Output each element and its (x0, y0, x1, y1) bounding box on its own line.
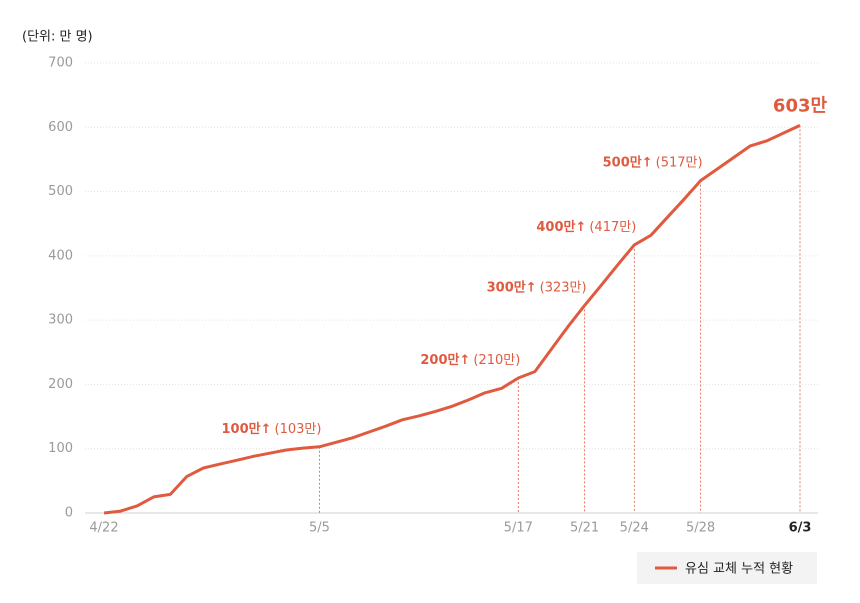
annotation: 200만↑ (210만) (420, 352, 520, 368)
annotation-label: 500만↑ (603, 154, 653, 170)
annotation-label: 300만↑ (487, 279, 537, 295)
annotation: 400만↑ (417만) (536, 218, 636, 234)
x-tick-label: 5/24 (620, 521, 649, 536)
x-tick-label: 5/28 (686, 521, 715, 536)
annotation-label: 100만↑ (222, 420, 272, 436)
annotation: 300만↑ (323만) (487, 279, 587, 295)
annotation: 500만↑ (517만) (603, 154, 703, 170)
value-label: (417만) (589, 219, 636, 234)
y-tick-label: 0 (65, 506, 73, 521)
y-tick-label: 700 (48, 56, 73, 71)
legend-label: 유심 교체 누적 현황 (685, 562, 793, 577)
unit-label: (단위: 만 명) (22, 30, 93, 45)
x-tick-label: 5/5 (309, 521, 330, 536)
y-tick-label: 100 (48, 441, 73, 456)
y-tick-label: 500 (48, 184, 73, 199)
y-tick-label: 200 (48, 377, 73, 392)
x-tick-label: 4/22 (89, 521, 118, 536)
value-label: 603만 (773, 95, 828, 116)
y-tick-label: 300 (48, 313, 73, 328)
x-tick-label: 5/17 (504, 521, 533, 536)
annotation-label: 200만↑ (420, 352, 470, 368)
y-tick-label: 600 (48, 120, 73, 135)
y-tick-label: 400 (48, 248, 73, 263)
line-series (103, 124, 801, 515)
value-label: (323만) (540, 280, 587, 295)
value-label: (517만) (656, 155, 703, 170)
value-label: (210만) (473, 353, 520, 368)
value-label: (103만) (275, 421, 322, 436)
annotation-label: 400만↑ (536, 218, 586, 234)
annotation: 100만↑ (103만) (222, 420, 322, 436)
x-tick-label: 5/21 (570, 521, 599, 536)
x-tick-label: 6/3 (789, 521, 812, 536)
